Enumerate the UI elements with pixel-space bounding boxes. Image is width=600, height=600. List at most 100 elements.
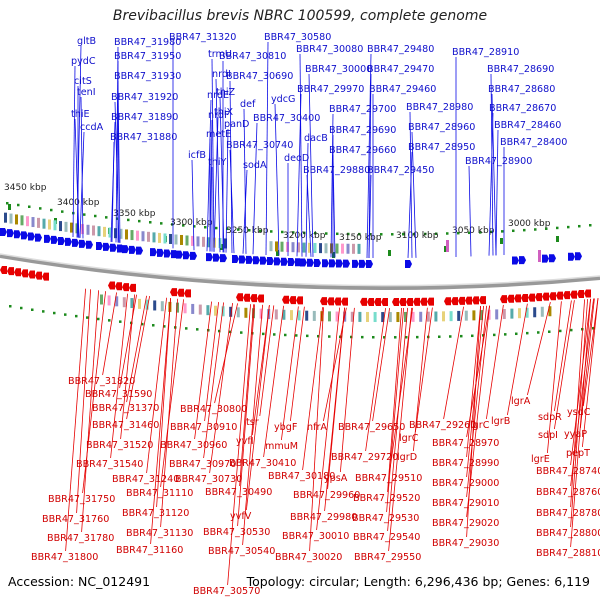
minus-gene-label: BBR47_31110 — [126, 488, 193, 499]
minus-gene-arrow — [420, 297, 427, 306]
plus-gene-label: BBR47_29690 — [329, 125, 396, 136]
minus-leader-line — [340, 307, 355, 473]
tick-dot — [556, 226, 559, 230]
minus-gene-arrow — [500, 295, 507, 304]
minus-gene-arrow — [0, 266, 7, 274]
plus-gene-arrow — [542, 254, 549, 263]
minus-gene-label: BBR47_31780 — [47, 533, 114, 544]
plus-gene-arrow — [246, 255, 253, 264]
plus-gene-label: panD — [224, 119, 249, 130]
minus-leader-line — [209, 302, 233, 474]
feature-block — [335, 243, 339, 254]
feature-block — [487, 309, 491, 320]
plus-gene-label: nrdE — [207, 90, 229, 101]
minus-leader-line — [259, 305, 275, 417]
minus-gene-arrow — [170, 288, 177, 297]
feature-block — [31, 217, 35, 228]
minus-leader-line — [160, 298, 178, 528]
plus-gene-label: nrdF — [208, 110, 229, 121]
minus-leader-line — [387, 307, 402, 493]
tick-dot — [229, 330, 232, 334]
feature-block — [313, 242, 317, 253]
tick-dot — [86, 316, 89, 319]
tick-dot — [127, 218, 130, 222]
minus-gene-label: BBR47_29720 — [331, 452, 398, 463]
tick-dot — [471, 334, 474, 338]
feature-block — [160, 301, 164, 312]
feature-block — [449, 311, 453, 322]
minus-gene-label: BBR47_28740 — [536, 466, 600, 477]
minus-gene-arrow — [341, 297, 348, 306]
feature-block — [396, 312, 400, 323]
minus-strand-leader-lines — [65, 288, 599, 586]
minus-gene-label: BBR47_29030 — [432, 538, 499, 549]
plus-leader-line — [111, 141, 115, 242]
plus-gene-arrow — [568, 252, 575, 261]
plus-strand-leader-lines — [72, 41, 505, 259]
minus-gene-label: sdpI — [538, 430, 558, 441]
tick-dot — [416, 335, 419, 339]
feature-block — [312, 310, 316, 321]
feature-block — [434, 311, 438, 322]
minus-gene-arrow — [289, 296, 296, 305]
feature-block — [196, 236, 200, 247]
minus-gene-arrow — [479, 296, 486, 305]
tick-dot — [435, 232, 438, 236]
minus-gene-label: BBR47_31590 — [85, 389, 152, 400]
plus-leader-line — [191, 159, 195, 251]
minus-strand-track — [0, 266, 591, 323]
feature-block — [158, 232, 161, 243]
tick-dot — [449, 335, 452, 338]
tick-dot — [9, 304, 12, 308]
minus-gene-label: BBR47_31460 — [92, 420, 159, 431]
plus-gene-label: BBR47_29470 — [367, 64, 434, 75]
feature-block — [130, 298, 134, 309]
minus-gene-arrow — [122, 283, 129, 292]
tick-dot — [163, 325, 166, 328]
minus-leader-line — [120, 294, 135, 440]
feature-block — [4, 212, 7, 223]
feature-block — [125, 229, 128, 240]
feature-block — [269, 241, 273, 252]
minus-leader-line — [252, 305, 270, 436]
feature-block — [86, 224, 90, 235]
minus-gene-label: lgrD — [397, 452, 417, 463]
tick-dot — [141, 322, 144, 326]
plus-gene-arrow — [79, 239, 86, 248]
minus-gene-label: BBR47_28760 — [536, 487, 600, 498]
plus-gene-label: BBR47_28900 — [465, 156, 532, 167]
minus-leader-line — [150, 298, 171, 545]
tick-dot — [578, 224, 581, 228]
plus-gene-arrow — [352, 259, 359, 268]
tick-dot — [218, 329, 221, 333]
minus-gene-label: BBR47_29540 — [353, 532, 420, 543]
minus-gene-label: BBR47_30570 — [193, 586, 260, 597]
minus-gene-arrow — [177, 288, 184, 297]
tick-dot — [28, 205, 31, 208]
minus-leader-line — [146, 297, 167, 474]
plus-leader-line — [306, 174, 312, 257]
minus-gene-label: BBR47_28810 — [536, 548, 600, 559]
minus-gene-arrow — [320, 297, 327, 306]
feature-block — [119, 228, 123, 239]
minus-gene-arrow — [184, 289, 191, 298]
minus-gene-label: BBR47_30180 — [268, 471, 335, 482]
plus-gene-arrow — [157, 248, 164, 257]
plus-gene-arrow — [129, 245, 136, 254]
minus-gene-label: yyaP — [564, 429, 587, 440]
plus-gene-arrow — [329, 259, 336, 268]
plus-gene-arrow — [512, 256, 519, 265]
feature-block — [302, 242, 306, 253]
feature-block — [502, 309, 506, 320]
tick-dot — [248, 229, 251, 232]
plus-gene-label: metE — [206, 129, 231, 140]
tick-dot — [270, 230, 273, 233]
tick-dot — [468, 231, 471, 235]
feature-block — [141, 231, 145, 242]
tick-dot — [380, 233, 383, 236]
minus-gene-label: ypsA — [324, 473, 348, 484]
minus-gene-arrow — [413, 297, 420, 306]
